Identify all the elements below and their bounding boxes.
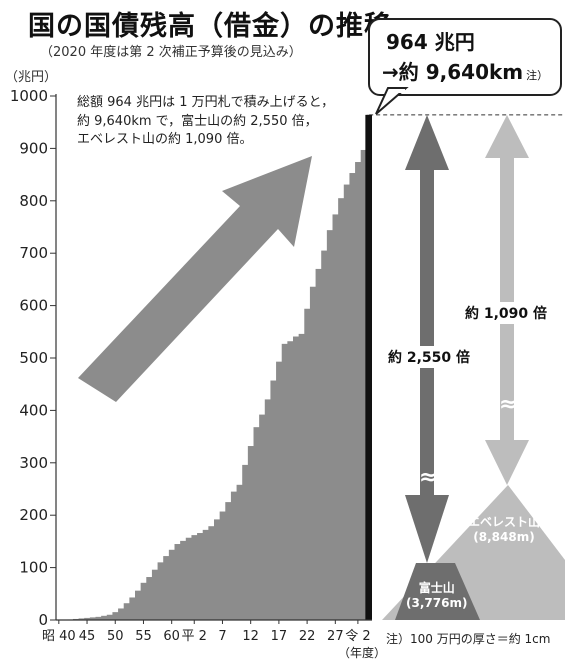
bar bbox=[135, 591, 141, 620]
y-axis-unit: （兆円） bbox=[5, 66, 57, 85]
x-axis-unit: （年度） bbox=[338, 644, 386, 661]
chart-title: 国の国債残高（借金）の推移 bbox=[28, 4, 392, 43]
everest-arrow-head-bottom bbox=[485, 440, 529, 485]
y-axis-ticks: 0 100 200 300 400 500 600 700 800 900 1000 bbox=[10, 87, 56, 629]
bar bbox=[129, 597, 135, 620]
fuji-label: 富士山 (3,776m) bbox=[406, 581, 467, 611]
bar bbox=[203, 530, 209, 620]
bar bbox=[282, 344, 288, 620]
callout-note: 注） bbox=[526, 69, 548, 82]
bar bbox=[208, 526, 214, 620]
bar bbox=[293, 337, 299, 620]
y-tick-label: 200 bbox=[19, 506, 48, 524]
y-tick-label: 900 bbox=[19, 139, 48, 157]
bar bbox=[355, 162, 361, 620]
everest-label: エベレスト山 (8,848m) bbox=[468, 515, 540, 545]
y-tick-label: 1000 bbox=[10, 87, 48, 105]
bar bbox=[107, 615, 113, 620]
bar bbox=[225, 502, 231, 620]
callout-amount: 964 兆円 bbox=[386, 26, 475, 55]
fuji-ratio-label: 約 2,550 倍 bbox=[385, 346, 473, 368]
bar bbox=[333, 214, 339, 620]
bar bbox=[270, 381, 276, 620]
x-tick-label: 60 bbox=[163, 629, 180, 644]
description-line: 約 9,640km で，富士山の約 2,550 倍， bbox=[77, 113, 334, 132]
x-tick-label: 昭 40 bbox=[42, 629, 76, 644]
bar bbox=[112, 612, 118, 620]
fuji-height: (3,776m) bbox=[406, 596, 467, 611]
bar bbox=[191, 535, 197, 620]
x-tick-label: 17 bbox=[271, 629, 288, 644]
bar bbox=[310, 287, 316, 620]
y-tick-label: 300 bbox=[19, 454, 48, 472]
bar bbox=[327, 230, 333, 620]
everest-name: エベレスト山 bbox=[468, 515, 540, 530]
x-tick-label: 12 bbox=[242, 629, 259, 644]
bar bbox=[214, 519, 220, 620]
bar bbox=[304, 309, 310, 620]
fuji-arrow bbox=[405, 115, 449, 495]
description-text: 総額 964 兆円は 1 万円札で積み上げると， 約 9,640km で，富士山… bbox=[75, 93, 336, 151]
bar bbox=[349, 173, 355, 620]
bar bbox=[338, 198, 344, 620]
bar bbox=[175, 544, 181, 620]
x-tick-label: 45 bbox=[79, 629, 96, 644]
fuji-arrow-head-bottom bbox=[405, 495, 449, 563]
x-tick-label: 55 bbox=[135, 629, 152, 644]
bar bbox=[124, 603, 130, 620]
bar bbox=[231, 492, 237, 620]
bar bbox=[287, 341, 293, 620]
callout-distance-text: →約 9,640km bbox=[382, 60, 523, 84]
description-line: 総額 964 兆円は 1 万円札で積み上げると， bbox=[77, 94, 334, 113]
bar bbox=[220, 512, 226, 620]
bar bbox=[299, 334, 305, 620]
fuji-wave-mark: ≈ bbox=[416, 464, 440, 491]
bar bbox=[254, 427, 260, 620]
y-tick-label: 500 bbox=[19, 349, 48, 367]
everest-height: (8,848m) bbox=[468, 530, 540, 545]
bar bbox=[163, 556, 169, 620]
everest-wave-mark: ≈ bbox=[496, 391, 520, 418]
bar bbox=[276, 362, 282, 620]
x-tick-label: 平 2 bbox=[182, 629, 207, 644]
y-tick-label: 0 bbox=[38, 611, 48, 629]
fuji-name: 富士山 bbox=[406, 581, 467, 596]
bar bbox=[248, 446, 254, 620]
bar bbox=[242, 465, 248, 620]
bar bbox=[344, 185, 350, 620]
bar bbox=[141, 583, 147, 620]
y-tick-label: 100 bbox=[19, 559, 48, 577]
bar bbox=[169, 550, 175, 620]
bar bbox=[316, 269, 322, 620]
bar bbox=[321, 251, 327, 620]
bar bbox=[152, 570, 158, 620]
bar bbox=[180, 541, 186, 620]
bar bbox=[101, 616, 107, 620]
x-tick-label: 50 bbox=[107, 629, 124, 644]
y-tick-label: 800 bbox=[19, 192, 48, 210]
x-tick-label: 27 bbox=[327, 629, 344, 644]
bar bbox=[118, 608, 124, 620]
x-tick-label: 令 2 bbox=[345, 629, 370, 644]
y-tick-label: 600 bbox=[19, 297, 48, 315]
description-line: エベレスト山の約 1,090 倍。 bbox=[77, 131, 334, 150]
footnote: 注）100 万円の厚さ＝約 1cm bbox=[386, 630, 550, 647]
bar bbox=[265, 399, 271, 620]
bar bbox=[158, 562, 164, 620]
x-tick-label: 22 bbox=[299, 629, 316, 644]
bar bbox=[259, 415, 265, 620]
bar bbox=[146, 577, 152, 620]
y-tick-label: 700 bbox=[19, 244, 48, 262]
everest-ratio-label: 約 1,090 倍 bbox=[462, 302, 550, 324]
x-tick-label: 7 bbox=[218, 629, 226, 644]
y-tick-label: 400 bbox=[19, 401, 48, 419]
bar bbox=[197, 533, 203, 620]
bar bbox=[237, 485, 243, 620]
chart-subtitle: （2020 年度は第 2 次補正予算後の見込み） bbox=[40, 41, 302, 60]
bar bbox=[186, 538, 192, 620]
